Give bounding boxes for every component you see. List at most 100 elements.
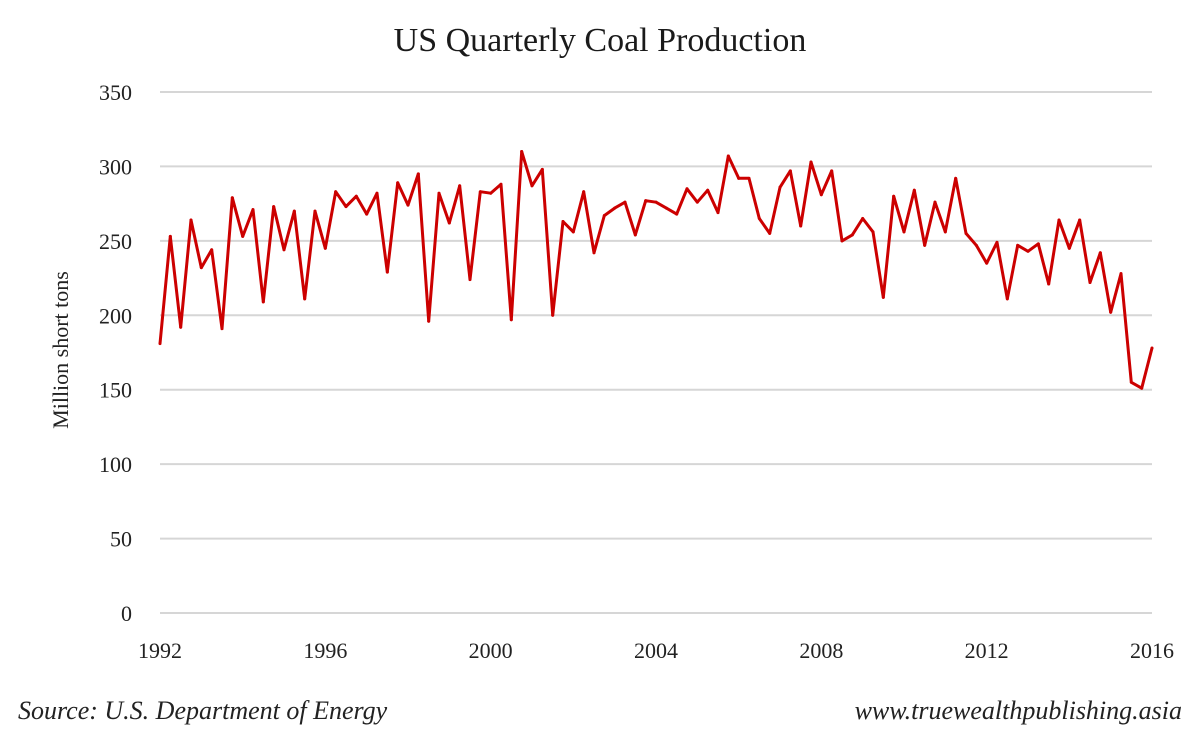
- data-point: [850, 233, 854, 237]
- data-point: [871, 230, 875, 234]
- data-point: [778, 185, 782, 189]
- x-tick-label: 1992: [138, 638, 182, 663]
- data-point: [241, 234, 245, 238]
- data-point: [747, 176, 751, 180]
- data-point: [458, 184, 462, 188]
- data-point: [1036, 242, 1040, 246]
- data-point: [1098, 251, 1102, 255]
- y-tick-label: 0: [121, 601, 132, 626]
- data-point: [943, 230, 947, 234]
- data-point: [830, 169, 834, 173]
- y-tick-label: 250: [99, 229, 132, 254]
- data-point: [933, 200, 937, 204]
- y-axis-ticks: 0 50 100 150 200 250 300 350: [99, 80, 132, 626]
- data-point: [923, 243, 927, 247]
- data-point: [385, 270, 389, 274]
- data-point: [716, 211, 720, 215]
- data-point: [520, 150, 524, 154]
- data-point: [1119, 272, 1123, 276]
- data-point: [726, 154, 730, 158]
- data-point: [509, 318, 513, 322]
- data-point: [571, 230, 575, 234]
- data-point: [881, 295, 885, 299]
- data-point: [912, 188, 916, 192]
- data-point: [757, 217, 761, 221]
- data-point: [654, 200, 658, 204]
- data-point: [468, 278, 472, 282]
- data-point: [334, 190, 338, 194]
- website-credit: www.truewealthpublishing.asia: [854, 696, 1182, 725]
- data-point: [902, 230, 906, 234]
- y-axis-title: Million short tons: [48, 271, 73, 429]
- data-point: [695, 200, 699, 204]
- series-layer: [158, 150, 1154, 390]
- data-point: [819, 193, 823, 197]
- data-point: [199, 266, 203, 270]
- data-point: [1026, 249, 1030, 253]
- data-point: [768, 231, 772, 235]
- data-point: [551, 313, 555, 317]
- data-point: [995, 240, 999, 244]
- data-point: [685, 187, 689, 191]
- data-point: [323, 246, 327, 250]
- data-point: [613, 206, 617, 210]
- data-point: [964, 231, 968, 235]
- data-point: [478, 190, 482, 194]
- data-point: [437, 191, 441, 195]
- data-point: [664, 206, 668, 210]
- data-point: [375, 191, 379, 195]
- data-point: [954, 176, 958, 180]
- data-point: [447, 221, 451, 225]
- data-point: [499, 182, 503, 186]
- data-point: [489, 191, 493, 195]
- data-point: [282, 248, 286, 252]
- series-line: [158, 150, 1154, 390]
- y-tick-label: 350: [99, 80, 132, 105]
- y-tick-label: 200: [99, 303, 132, 328]
- data-point: [1016, 243, 1020, 247]
- data-point: [1150, 346, 1154, 350]
- data-point: [592, 251, 596, 255]
- gridlines: [160, 91, 1152, 614]
- data-point: [809, 160, 813, 164]
- x-tick-label: 2000: [469, 638, 513, 663]
- data-point: [788, 169, 792, 173]
- data-point: [1005, 297, 1009, 301]
- x-tick-label: 2004: [634, 638, 678, 663]
- x-axis-ticks: 1992 1996 2000 2004 2008 2012 2016: [138, 638, 1174, 663]
- data-point: [1140, 386, 1144, 390]
- data-point: [210, 248, 214, 252]
- data-point: [303, 297, 307, 301]
- data-point: [1088, 281, 1092, 285]
- data-point: [406, 203, 410, 207]
- y-tick-label: 300: [99, 154, 132, 179]
- data-point: [179, 325, 183, 329]
- y-tick-label: 100: [99, 452, 132, 477]
- data-point: [974, 243, 978, 247]
- data-point: [1067, 246, 1071, 250]
- data-point: [861, 217, 865, 221]
- x-tick-label: 2008: [799, 638, 843, 663]
- data-point: [396, 181, 400, 185]
- data-point: [168, 234, 172, 238]
- data-point: [1109, 310, 1113, 314]
- data-point: [706, 188, 710, 192]
- data-point: [1047, 282, 1051, 286]
- x-tick-label: 2012: [965, 638, 1009, 663]
- data-point: [292, 209, 296, 213]
- data-point: [354, 194, 358, 198]
- y-tick-label: 50: [110, 527, 132, 552]
- data-point: [1129, 380, 1133, 384]
- data-point: [799, 224, 803, 228]
- data-point: [230, 196, 234, 200]
- data-point: [582, 190, 586, 194]
- data-point: [840, 239, 844, 243]
- data-point: [530, 184, 534, 188]
- data-point: [344, 205, 348, 209]
- data-point: [272, 205, 276, 209]
- data-point: [1057, 218, 1061, 222]
- data-point: [633, 233, 637, 237]
- y-tick-label: 150: [99, 378, 132, 403]
- data-point: [602, 214, 606, 218]
- data-point: [427, 319, 431, 323]
